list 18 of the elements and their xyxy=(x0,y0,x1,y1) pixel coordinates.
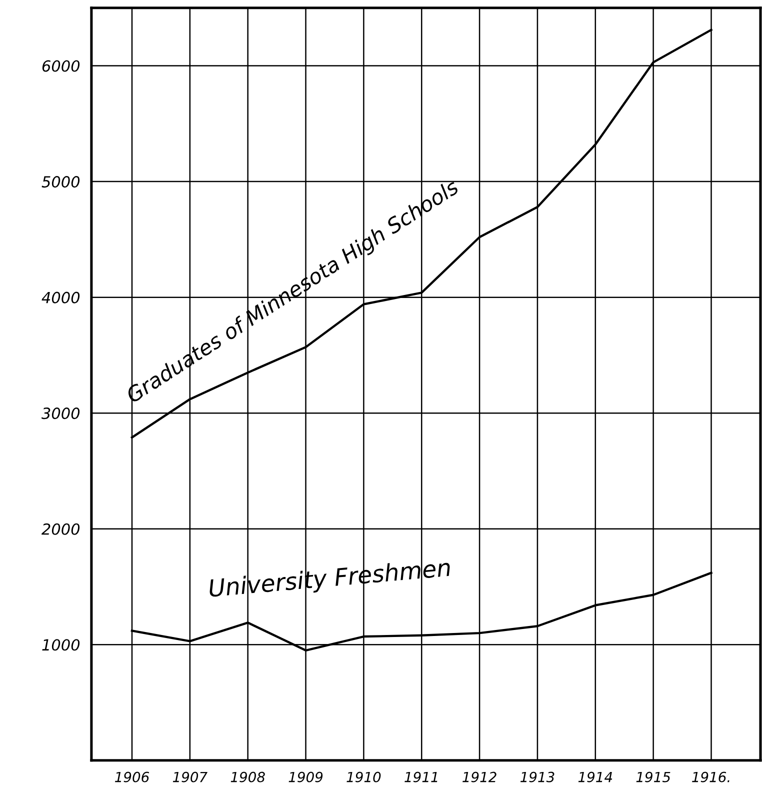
x-tick-label: 1909 xyxy=(288,772,323,782)
y-tick-label: 2000 xyxy=(42,523,80,535)
series-label: University Freshmen xyxy=(208,558,451,602)
x-tick-label: 1906 xyxy=(114,772,150,782)
x-tick-label: 1914 xyxy=(578,772,612,782)
x-tick-label: 1915 xyxy=(636,772,670,782)
x-tick-label: 1916. xyxy=(692,772,730,782)
y-tick-label: 1000 xyxy=(42,639,80,651)
y-tick-label: 4000 xyxy=(42,292,80,304)
y-tick-label: 6000 xyxy=(42,60,80,72)
x-tick-label: 1907 xyxy=(172,772,208,782)
x-tick-label: 1911 xyxy=(404,772,438,782)
y-tick-label: 5000 xyxy=(42,176,80,188)
x-tick-label: 1910 xyxy=(346,772,381,782)
x-tick-label: 1912 xyxy=(462,772,496,782)
x-tick-label: 1908 xyxy=(230,772,265,782)
x-tick-label: 1913 xyxy=(520,772,554,782)
y-tick-label: 3000 xyxy=(41,408,80,420)
